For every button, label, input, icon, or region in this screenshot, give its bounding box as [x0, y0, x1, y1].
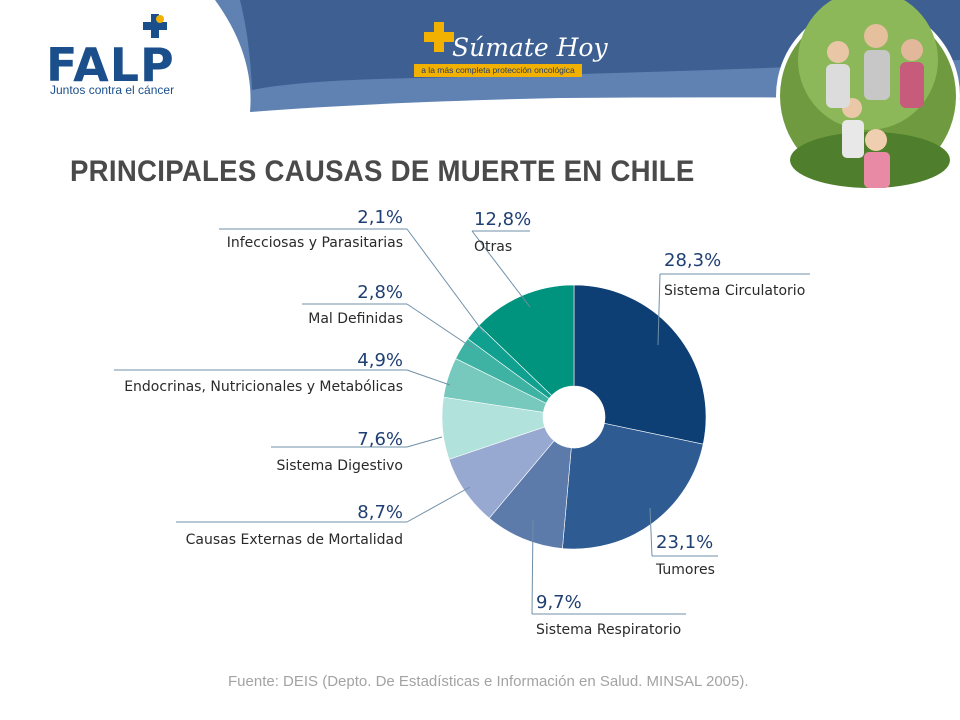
family-photo — [776, 0, 960, 188]
callout-tumores: 23,1% Tumores — [649, 507, 718, 578]
callout-sistema-digestivo: 7,6% Sistema Digestivo — [271, 429, 443, 474]
slice-value-label: 4,9% — [357, 350, 403, 371]
slice-value-label: 2,1% — [357, 207, 403, 228]
callout-leader — [406, 486, 471, 523]
sumate-plus-icon — [424, 22, 454, 52]
falp-logo-text: FALP — [46, 38, 175, 92]
callout-otras: 12,8% Otras — [471, 209, 531, 308]
callout-mal-definidas: 2,8% Mal Definidas — [302, 282, 475, 350]
slice-value-label: 23,1% — [656, 532, 713, 553]
slice-category-label: Infecciosas y Parasitarias — [227, 235, 403, 251]
slice-category-label: Sistema Digestivo — [276, 458, 403, 474]
campaign-subtitle: a la más completa protección oncológica — [414, 64, 582, 77]
slice-category-label: Endocrinas, Nutricionales y Metabólicas — [124, 379, 403, 395]
slice-category-label: Causas Externas de Mortalidad — [186, 532, 403, 548]
header-banner — [143, 0, 960, 188]
logo-cross-icon — [143, 14, 167, 38]
callout-sistema-circulatorio: 28,3% Sistema Circulatorio — [657, 250, 810, 346]
slice-otras — [478, 284, 575, 396]
callout-causas-externas-de-mortalidad: 8,7% Causas Externas de Mortalidad — [176, 486, 471, 548]
callout-leader — [406, 436, 443, 448]
slice-sistema-circulatorio — [573, 284, 707, 445]
slice-category-label: Otras — [474, 239, 512, 255]
slice-value-label: 7,6% — [357, 429, 403, 450]
page-title: PRINCIPALES CAUSAS DE MUERTE EN CHILE — [70, 155, 695, 188]
campaign-title: Súmate Hoy — [452, 33, 608, 62]
callout-leader — [406, 303, 475, 350]
slice-category-label: Mal Definidas — [308, 311, 403, 327]
slice-tumores — [562, 423, 704, 550]
slice-category-label: Sistema Respiratorio — [536, 622, 681, 638]
callout-leader — [531, 519, 534, 615]
callout-infecciosas-y-parasitarias: 2,1% Infecciosas y Parasitarias — [219, 207, 485, 334]
callout-leader — [406, 369, 451, 386]
callout-leader — [406, 228, 485, 334]
falp-tagline: Juntos contra el cáncer — [50, 83, 175, 97]
slice-value-label: 12,8% — [474, 209, 531, 230]
slice-category-label: Sistema Circulatorio — [664, 283, 805, 299]
callout-leader — [471, 230, 531, 308]
source-note: Fuente: DEIS (Depto. De Estadísticas e I… — [228, 673, 749, 690]
slice-value-label: 8,7% — [357, 502, 403, 523]
callout-leader — [657, 273, 661, 346]
callout-sistema-respiratorio: 9,7% Sistema Respiratorio — [531, 519, 686, 638]
slice-value-label: 2,8% — [357, 282, 403, 303]
callout-leader — [649, 507, 653, 557]
slice-value-label: 28,3% — [664, 250, 721, 271]
slice-category-label: Tumores — [655, 562, 715, 578]
logo-dot-icon — [156, 15, 164, 23]
slice-value-label: 9,7% — [536, 592, 582, 613]
callout-endocrinas-nutricionales-y-metab-licas: 4,9% Endocrinas, Nutricionales y Metabóli… — [114, 350, 451, 395]
